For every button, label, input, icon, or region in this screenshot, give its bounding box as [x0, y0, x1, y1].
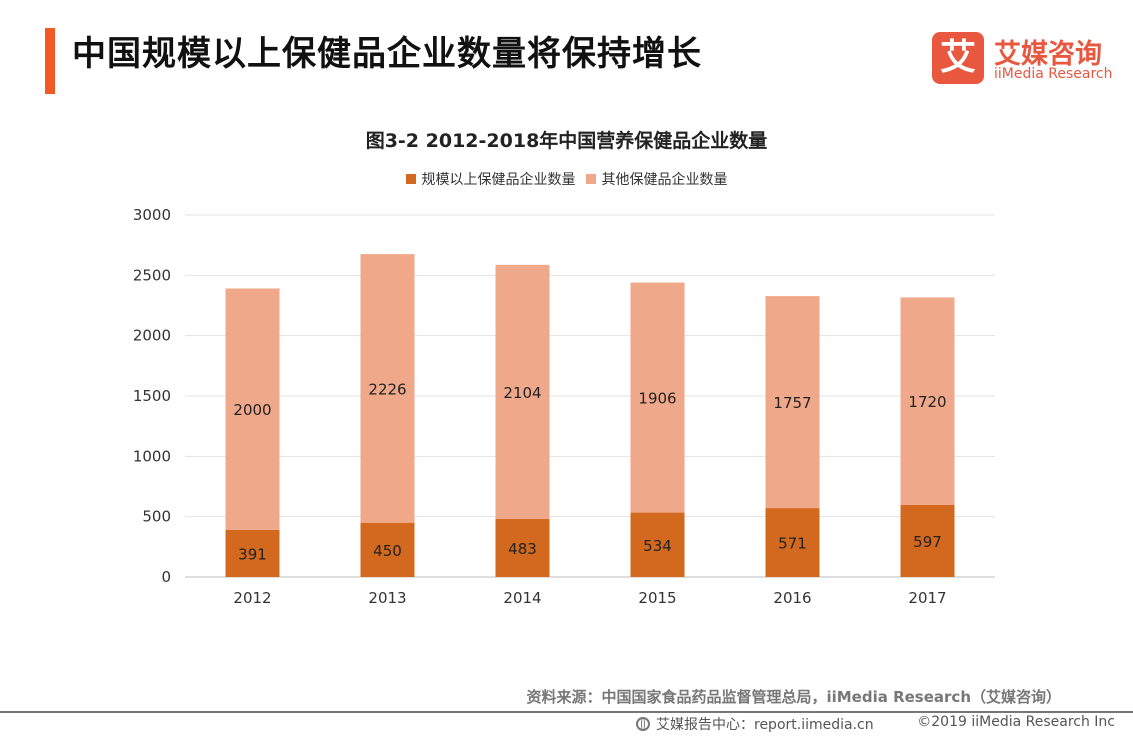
y-tick-label: 2500: [133, 266, 171, 284]
bar-segment: [225, 288, 280, 530]
y-tick-label: 1500: [133, 387, 171, 405]
footer-divider: [0, 711, 1133, 713]
legend-label-series-1: 规模以上保健品企业数量: [421, 172, 576, 188]
data-label: 597: [913, 533, 942, 551]
x-tick-label: 2012: [233, 589, 271, 607]
bar-segment: [900, 297, 955, 505]
brand-logo: 艾 艾媒咨询 iiMedia Research: [932, 32, 1122, 88]
x-tick-label: 2014: [503, 589, 541, 607]
page-title: 中国规模以上保健品企业数量将保持增长: [72, 34, 702, 74]
legend-swatch-series-1: [405, 174, 416, 184]
legend-item-series-1: 规模以上保健品企业数量: [405, 169, 576, 189]
data-label: 1720: [908, 393, 946, 411]
x-tick-label: 2015: [638, 589, 676, 607]
chart-legend: 规模以上保健品企业数量 其他保健品企业数量: [0, 169, 1133, 189]
y-tick-label: 2000: [133, 327, 171, 345]
footer-copyright: ©2019 iiMedia Research Inc: [917, 714, 1115, 730]
legend-item-series-2: 其他保健品企业数量: [585, 169, 728, 189]
logo-mark-icon: 艾: [932, 32, 984, 84]
data-label: 2000: [233, 401, 271, 419]
legend-label-series-2: 其他保健品企业数量: [601, 172, 728, 188]
y-tick-label: 0: [161, 568, 171, 586]
data-label: 2104: [503, 384, 541, 402]
globe-icon: [636, 717, 650, 731]
data-label: 534: [643, 537, 672, 555]
title-accent-bar: [45, 28, 55, 94]
data-label: 450: [373, 542, 402, 560]
data-label: 1906: [638, 390, 676, 408]
chart-title: 图3-2 2012-2018年中国营养保健品企业数量: [365, 130, 768, 152]
data-label: 483: [508, 540, 537, 558]
logo-cn-text: 艾媒咨询: [994, 39, 1102, 70]
data-label: 571: [778, 535, 807, 553]
bar-segment: [225, 529, 280, 577]
bar-segment: [765, 296, 820, 509]
bar-segment: [900, 504, 955, 577]
bar-segment: [630, 282, 685, 513]
bar-segment: [360, 522, 415, 577]
logo-en-text: iiMedia Research: [994, 66, 1113, 82]
x-tick-label: 2017: [908, 589, 946, 607]
data-label: 1757: [773, 394, 811, 412]
source-note: 资料来源：中国国家食品药品监督管理总局，iiMedia Research（艾媒咨…: [526, 688, 1061, 706]
x-tick-label: 2016: [773, 589, 811, 607]
y-tick-label: 3000: [133, 206, 171, 224]
data-label: 391: [238, 545, 267, 563]
data-label: 2226: [368, 380, 406, 398]
bar-segment: [360, 254, 415, 523]
legend-swatch-series-2: [585, 174, 596, 184]
bar-segment: [765, 508, 820, 577]
x-tick-label: 2013: [368, 589, 406, 607]
bar-segment: [495, 264, 550, 519]
logo-mark-glyph: 艾: [939, 37, 976, 78]
footer-report-center: 艾媒报告中心：report.iimedia.cn: [636, 714, 874, 734]
y-tick-label: 500: [142, 508, 171, 526]
bar-segment: [630, 512, 685, 577]
report-center-text: 艾媒报告中心：report.iimedia.cn: [656, 717, 874, 733]
y-tick-label: 1000: [133, 447, 171, 465]
bar-segment: [495, 518, 550, 577]
